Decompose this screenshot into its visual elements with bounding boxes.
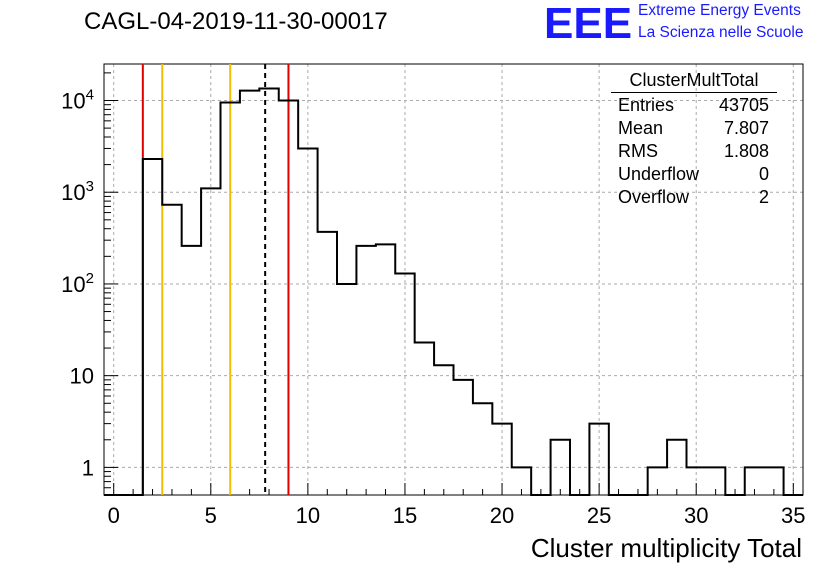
- histogram-bin: [337, 284, 356, 495]
- y-tick-label: 104: [61, 86, 94, 113]
- x-tick-label: 35: [781, 503, 805, 528]
- histogram-bin: [434, 365, 453, 495]
- histogram-bin: [706, 467, 725, 495]
- histogram-bin: [415, 342, 434, 495]
- stats-label: Overflow: [618, 187, 690, 207]
- histogram-outline: [104, 87, 803, 496]
- stats-row-mean: Mean 7.807: [611, 117, 777, 140]
- stats-row-entries: Entries 43705: [611, 94, 777, 117]
- stats-value: 1.808: [723, 141, 769, 161]
- histogram-bin: [201, 188, 220, 495]
- histogram-bin: [687, 467, 706, 495]
- stats-title: ClusterMultTotal: [611, 70, 777, 93]
- eee-logo: EEE Extreme Energy Events La Scienza nel…: [544, 2, 836, 46]
- histogram-bin: [589, 424, 608, 495]
- x-tick-label: 15: [393, 503, 417, 528]
- histogram-bin: [162, 205, 181, 495]
- histogram-bin: [512, 467, 531, 495]
- stats-value: 7.807: [723, 118, 769, 138]
- x-tick-label: 30: [684, 503, 708, 528]
- histogram-bin: [764, 467, 783, 495]
- stats-value: 43705: [718, 95, 769, 115]
- histogram-bin: [454, 380, 473, 495]
- histogram-bin: [473, 403, 492, 495]
- logo-line-2: La Scienza nelle Scuole: [638, 24, 804, 41]
- histogram-bin: [492, 424, 511, 495]
- histogram-bin: [356, 246, 375, 495]
- eee-logo-mark: EEE: [544, 0, 633, 48]
- x-tick-label: 5: [205, 503, 217, 528]
- histogram-bin: [648, 467, 667, 495]
- x-tick-label: 25: [587, 503, 611, 528]
- histogram-bin: [240, 91, 259, 495]
- y-tick-label: 102: [61, 270, 94, 297]
- stats-row-overflow: Overflow 2: [611, 186, 777, 209]
- chart-title: CAGL-04-2019-11-30-00017: [84, 8, 388, 35]
- logo-line-1: Extreme Energy Events: [638, 2, 801, 19]
- x-tick-label: 20: [490, 503, 514, 528]
- histogram-bin: [221, 103, 240, 495]
- stats-value: 2: [758, 187, 769, 207]
- histogram-bin: [143, 159, 162, 495]
- histogram-bin: [279, 100, 298, 495]
- x-tick-label: 10: [296, 503, 320, 528]
- x-axis-label: Cluster multiplicity Total: [530, 533, 802, 563]
- y-tick-label: 1: [82, 455, 94, 480]
- stats-row-underflow: Underflow 0: [611, 163, 777, 186]
- histogram-bin: [298, 148, 317, 495]
- histogram-bin: [259, 89, 278, 495]
- stats-label: Entries: [618, 95, 675, 115]
- x-tick-label: 0: [108, 503, 120, 528]
- y-tick-label: 103: [61, 178, 94, 205]
- stats-row-rms: RMS 1.808: [611, 140, 777, 163]
- stats-label: Underflow: [618, 164, 700, 184]
- plot-frame: [103, 63, 804, 496]
- histogram-bin: [318, 232, 337, 495]
- stats-label: RMS: [618, 141, 658, 161]
- histogram-bin: [551, 440, 570, 495]
- stats-box: ClusterMultTotal Entries 43705 Mean 7.80…: [611, 70, 777, 209]
- histogram-bin: [395, 273, 414, 495]
- histogram-bin: [182, 246, 201, 495]
- histogram-bin: [376, 244, 395, 495]
- stats-value: 0: [758, 164, 769, 184]
- stats-label: Mean: [618, 118, 664, 138]
- histogram-bin: [667, 440, 686, 495]
- y-tick-label: 10: [70, 364, 94, 389]
- histogram-bin: [745, 467, 764, 495]
